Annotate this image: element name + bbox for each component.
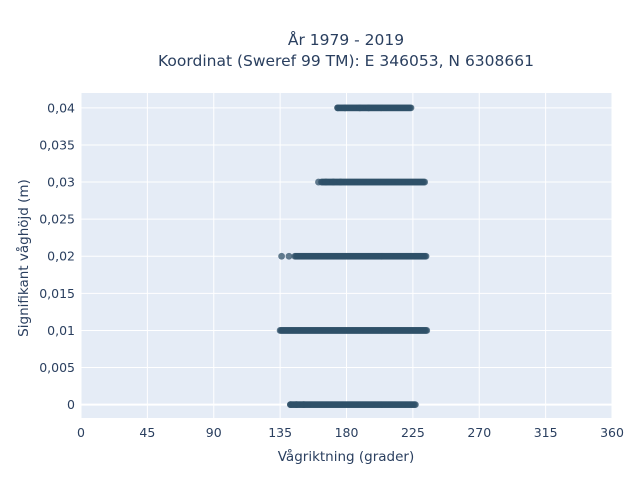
scatter-point bbox=[422, 252, 430, 260]
scatter-point bbox=[329, 178, 337, 186]
x-tick-label: 90 bbox=[206, 425, 222, 440]
scatter-point bbox=[285, 252, 293, 260]
chart-title-line-2: Koordinat (Sweref 99 TM): E 346053, N 63… bbox=[158, 52, 534, 70]
scatter-point bbox=[411, 401, 419, 409]
scatter-point bbox=[356, 104, 364, 112]
y-tick-labels: 0 0,005 0,01 0,015 0,02 0,025 0,03 0,035 0,04 bbox=[39, 100, 75, 412]
y-tick-label: 0,015 bbox=[39, 286, 75, 301]
x-tick-label: 270 bbox=[467, 425, 491, 440]
x-tick-label: 225 bbox=[401, 425, 425, 440]
scatter-point bbox=[337, 178, 344, 186]
scatter-point bbox=[287, 401, 294, 409]
scatter-point bbox=[423, 327, 431, 334]
y-tick-label: 0,02 bbox=[47, 249, 75, 264]
scatter-point bbox=[322, 178, 330, 186]
x-tick-label: 0 bbox=[77, 425, 85, 440]
x-tick-label: 45 bbox=[139, 425, 155, 440]
chart-title-line-1: År 1979 - 2019 bbox=[288, 30, 404, 49]
y-tick-label: 0,035 bbox=[39, 137, 75, 152]
data-points bbox=[276, 104, 431, 409]
y-axis-title: Signifikant våghöjd (m) bbox=[15, 179, 32, 337]
x-tick-label: 135 bbox=[268, 425, 292, 440]
x-tick-labels: 0 45 90 135 180 225 270 315 360 bbox=[77, 425, 624, 440]
scatter-point bbox=[292, 401, 300, 409]
scatter-point bbox=[278, 252, 285, 260]
y-tick-label: 0,025 bbox=[39, 212, 75, 227]
y-tick-label: 0,04 bbox=[47, 100, 75, 115]
scatter-point bbox=[407, 104, 415, 112]
scatter-point bbox=[421, 178, 429, 186]
scatter-point bbox=[300, 401, 308, 409]
scatter-point bbox=[315, 178, 322, 186]
x-tick-label: 360 bbox=[600, 425, 624, 440]
x-axis-title: Vågriktning (grader) bbox=[278, 448, 415, 465]
y-tick-label: 0,005 bbox=[39, 360, 75, 375]
y-tick-label: 0,03 bbox=[47, 175, 75, 190]
scatter-point bbox=[365, 104, 373, 112]
scatter-point bbox=[341, 104, 349, 112]
y-tick-label: 0,01 bbox=[47, 323, 75, 338]
x-tick-label: 180 bbox=[335, 425, 359, 440]
scatter-point bbox=[334, 104, 342, 112]
x-tick-label: 315 bbox=[534, 425, 558, 440]
y-tick-label: 0 bbox=[67, 397, 75, 412]
